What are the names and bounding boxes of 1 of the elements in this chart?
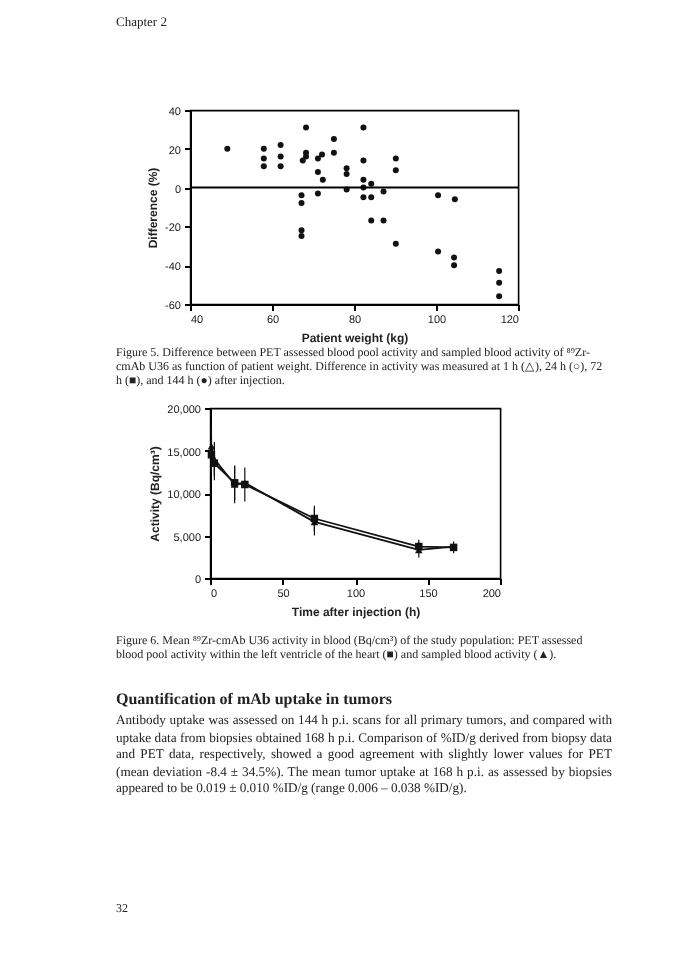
text: Quantification of mAb uptake in tumors (116, 690, 393, 708)
